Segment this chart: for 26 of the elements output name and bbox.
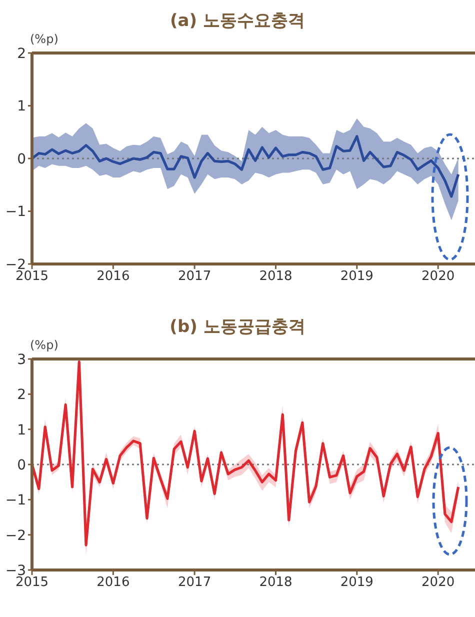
y-axis-title: (%p) [30, 32, 58, 46]
x-tick-label: 2020 [422, 269, 455, 284]
chart-title: (b) 노동공급충격 [170, 316, 306, 339]
x-tick-label: 2016 [96, 575, 130, 590]
x-tick-label: 2017 [178, 575, 212, 590]
y-tick-label: 2 [17, 387, 26, 404]
y-axis-title: (%p) [30, 338, 58, 352]
x-tick-label: 2015 [15, 269, 49, 284]
x-tick-label: 2019 [340, 575, 374, 590]
x-tick-label: 2018 [259, 269, 292, 284]
y-tick-label: 1 [17, 422, 26, 438]
y-tick-label: 1 [17, 98, 26, 115]
chart-title: (a) 노동수요충격 [170, 10, 305, 33]
y-tick-label: −1 [5, 492, 26, 509]
y-tick-label: 0 [17, 457, 26, 474]
y-tick-label: 2 [17, 46, 26, 62]
x-tick-label: 2018 [259, 575, 292, 590]
x-tick-label: 2015 [15, 575, 49, 590]
y-tick-label: −1 [5, 204, 26, 220]
x-tick-label: 2017 [178, 269, 212, 284]
y-tick-label: 3 [17, 352, 26, 368]
x-tick-label: 2020 [422, 575, 455, 590]
y-tick-label: 0 [17, 151, 26, 168]
x-tick-label: 2016 [96, 269, 130, 284]
x-tick-label: 2019 [340, 269, 374, 284]
y-tick-label: −2 [5, 528, 26, 544]
